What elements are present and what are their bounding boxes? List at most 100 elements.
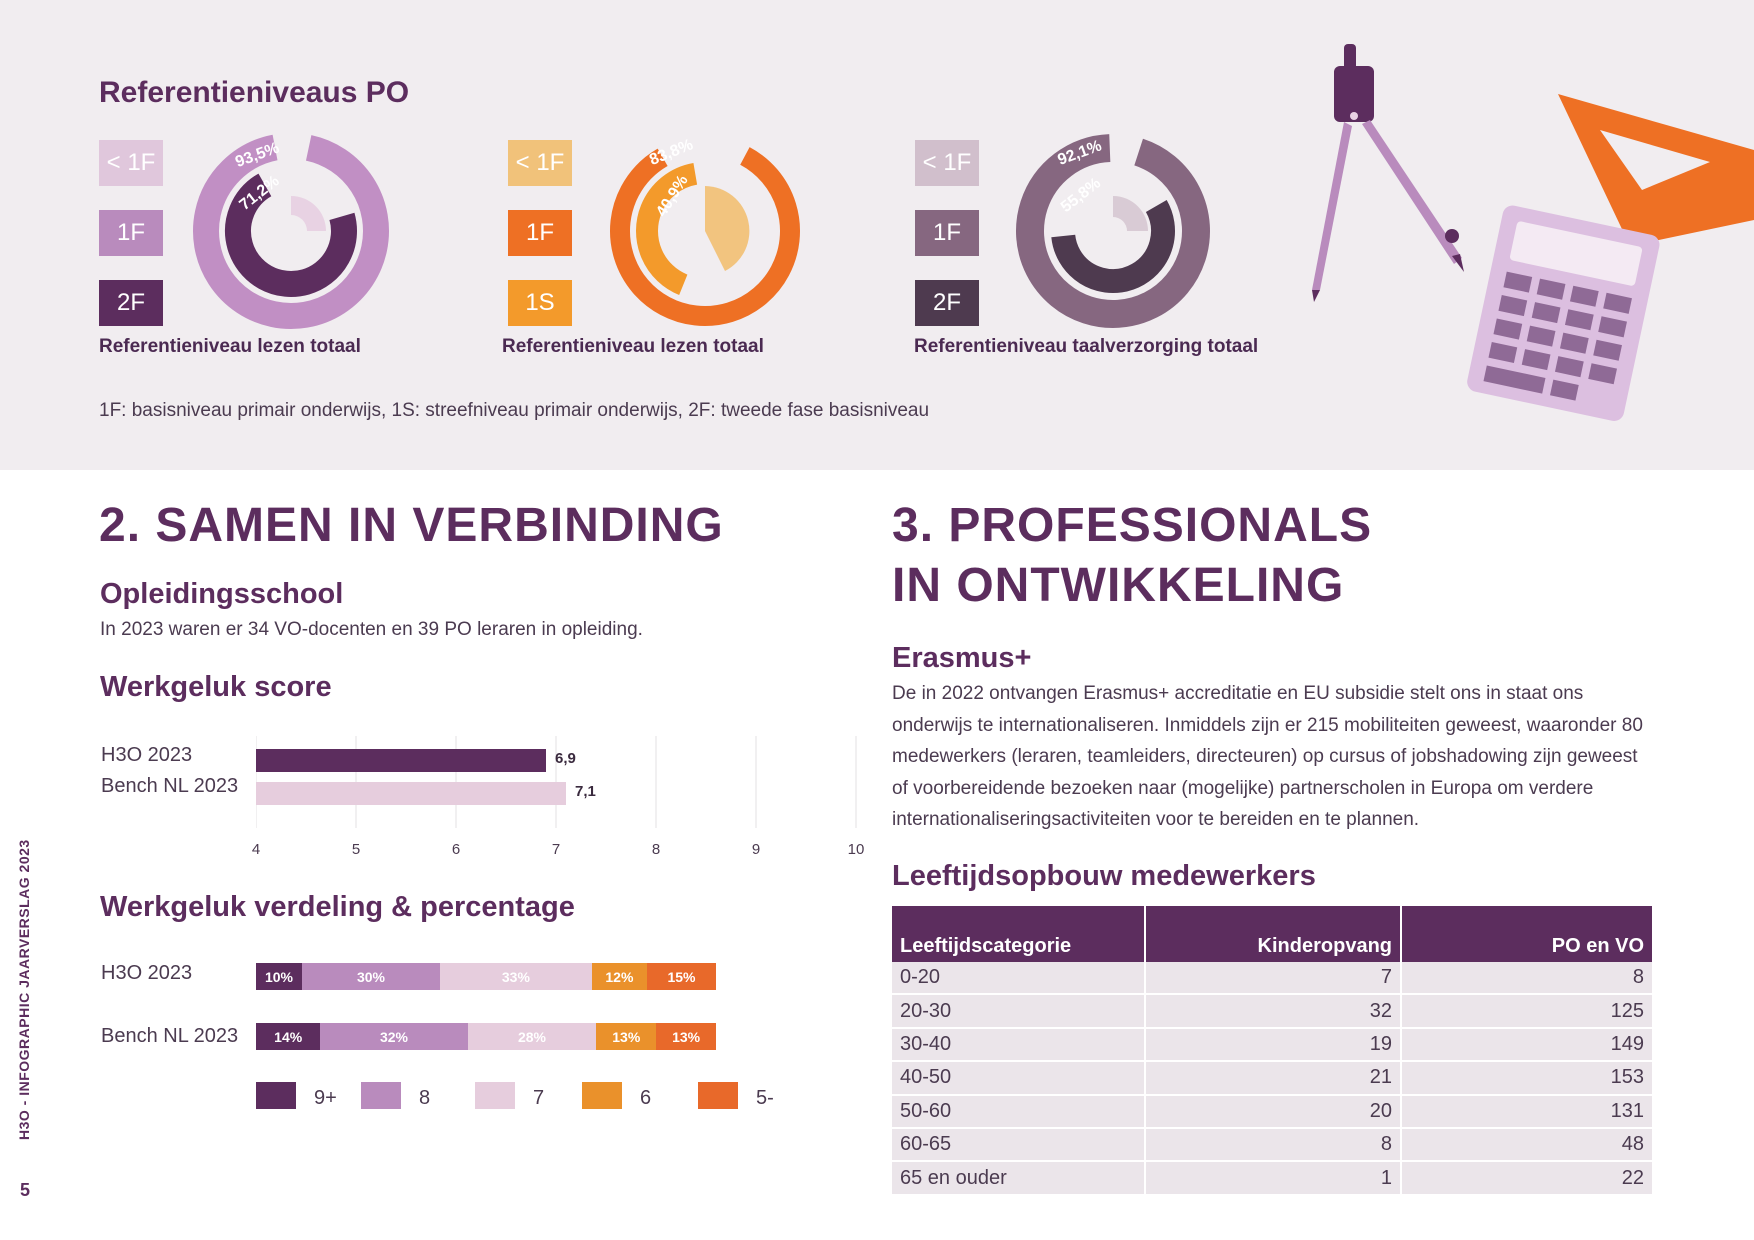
referentie-title: Referentieniveaus PO <box>99 76 410 109</box>
stack-segment: 32% <box>320 1023 468 1050</box>
segment-label: 14% <box>274 1028 303 1045</box>
legend-label: 7 <box>533 1087 545 1109</box>
table-row: 30-40 19 149 <box>892 1027 1652 1063</box>
outer-ring <box>610 136 800 326</box>
column-header: Kinderopvang <box>1145 906 1402 962</box>
category-label: Bench NL 2023 <box>101 775 239 797</box>
math-tools-illustration <box>1312 44 1754 421</box>
stack-segment: 10% <box>256 963 302 990</box>
table-row: 20-30 32 125 <box>892 994 1652 1029</box>
stack-segment: 28% <box>467 1023 597 1050</box>
x-tick-label: 7 <box>551 841 561 858</box>
outer-ring <box>1016 134 1210 328</box>
erasmus-line: onderwijs te internationaliseren. Inmidd… <box>892 714 1643 736</box>
table-header-row: Leeftijdscategorie Kinderopvang PO en VO <box>892 906 1652 962</box>
legend-swatch <box>582 1082 622 1109</box>
table-row: 0-20 7 8 <box>892 962 1652 996</box>
legend-2f: 2F <box>99 280 163 326</box>
legend-1f: 1F <box>508 210 572 256</box>
table-row: 60-65 8 48 <box>892 1127 1652 1163</box>
legend-1f: 1F <box>99 210 163 256</box>
segment-label: 30% <box>356 968 386 985</box>
legend-below-1f: < 1F <box>99 140 163 186</box>
table-cell: 40-50 <box>892 1061 1146 1096</box>
table-cell: 131 <box>1401 1094 1652 1129</box>
legend-below-1f: < 1F <box>915 140 979 186</box>
ring-svg-3: 92,1% 55,8% <box>1016 134 1210 328</box>
legend-label: 8 <box>419 1087 431 1109</box>
column-header: Leeftijdscategorie <box>892 906 1146 962</box>
category-label: H3O 2023 <box>101 744 193 766</box>
x-tick-label: 9 <box>751 841 761 858</box>
inner-ring <box>1051 169 1175 293</box>
segment-label: 28% <box>517 1028 546 1045</box>
x-tick-label: 5 <box>351 841 361 858</box>
table-cell: 22 <box>1401 1161 1652 1196</box>
table-cell: 60-65 <box>892 1127 1146 1163</box>
table-cell: 19 <box>1145 1027 1402 1063</box>
score-bar <box>256 749 546 772</box>
legend-swatch <box>698 1082 738 1109</box>
legend-2f: 2F <box>915 280 979 326</box>
core-slice <box>705 186 750 271</box>
stack-segment: 15% <box>647 963 716 990</box>
erasmus-line: medewerkers (leraren, teamleiders, direc… <box>892 746 1638 767</box>
section3-title-line2: IN ONTWIKKELING <box>892 559 1345 612</box>
section2-title: 2. SAMEN IN VERBINDING <box>99 499 724 552</box>
legend-below-1f: < 1F <box>508 140 572 186</box>
compass-icon <box>1312 44 1464 302</box>
table-cell: 65 en ouder <box>892 1161 1146 1196</box>
table-cell: 125 <box>1401 994 1652 1029</box>
segment-label: 15% <box>667 968 696 985</box>
age-table: Leeftijdscategorie Kinderopvang PO en VO… <box>892 906 1652 1196</box>
table-cell: 1 <box>1145 1161 1402 1196</box>
score-title: Werkgeluk score <box>100 671 332 703</box>
segment-label: 13% <box>612 1028 641 1045</box>
table-cell: 50-60 <box>892 1094 1146 1129</box>
x-tick-label: 10 <box>847 841 865 858</box>
x-tick-label: 4 <box>251 841 261 858</box>
stack-segment: 13% <box>596 1023 657 1050</box>
ring-caption: Referentieniveau lezen totaal <box>99 336 361 357</box>
x-tick-label: 8 <box>651 841 661 858</box>
sidebar-label: H3O - INFOGRAPHIC JAARVERSLAG 2023 <box>16 839 32 1140</box>
stack-segment: 13% <box>656 1023 716 1050</box>
segment-label: 10% <box>264 968 294 985</box>
ring-svg-1: 93,5% 71,2% <box>193 133 389 329</box>
category-label: H3O 2023 <box>101 962 193 984</box>
calculator-icon <box>1467 205 1660 421</box>
table-cell: 48 <box>1401 1127 1652 1163</box>
opleiding-title: Opleidingsschool <box>100 578 344 610</box>
table-cell: 0-20 <box>892 962 1146 996</box>
legend-swatch <box>475 1082 515 1109</box>
stack-segment: 33% <box>440 963 592 990</box>
category-label: Bench NL 2023 <box>101 1025 239 1047</box>
legend-label: 5- <box>756 1087 774 1109</box>
footnote: 1F: basisniveau primair onderwijs, 1S: s… <box>99 400 930 421</box>
table-cell: 32 <box>1145 994 1402 1029</box>
erasmus-title: Erasmus+ <box>892 642 1032 674</box>
ring-svg-2: 83,8% 40,9% <box>610 136 800 326</box>
leeftijd-title: Leeftijdsopbouw medewerkers <box>892 860 1316 892</box>
table-cell: 153 <box>1401 1061 1652 1096</box>
opleiding-text: In 2023 waren er 34 VO-docenten en 39 PO… <box>100 619 643 640</box>
stack-segment: 14% <box>256 1023 321 1050</box>
legend-1s: 1S <box>508 280 572 326</box>
data-label: 6,9 <box>555 750 576 767</box>
verdeling-title: Werkgeluk verdeling & percentage <box>100 891 575 923</box>
legend-label: 6 <box>640 1087 652 1109</box>
legend-swatch <box>256 1082 296 1109</box>
legend-1f: 1F <box>915 210 979 256</box>
set-square-icon <box>1558 94 1754 246</box>
table-cell: 8 <box>1145 1127 1402 1163</box>
stack-segment: 30% <box>302 963 440 990</box>
x-tick-label: 6 <box>451 841 461 858</box>
table-cell: 8 <box>1401 962 1652 996</box>
table-row: 65 en ouder 1 22 <box>892 1161 1652 1196</box>
column-header: PO en VO <box>1401 906 1652 962</box>
erasmus-text: De in 2022 ontvangen Erasmus+ accreditat… <box>892 678 1643 836</box>
section3-title-line1: 3. PROFESSIONALS <box>892 499 1373 552</box>
erasmus-line: of voorbereidende bezoeken naar (mogelij… <box>892 777 1594 799</box>
inner-ring <box>225 165 357 297</box>
table-cell: 30-40 <box>892 1027 1146 1063</box>
